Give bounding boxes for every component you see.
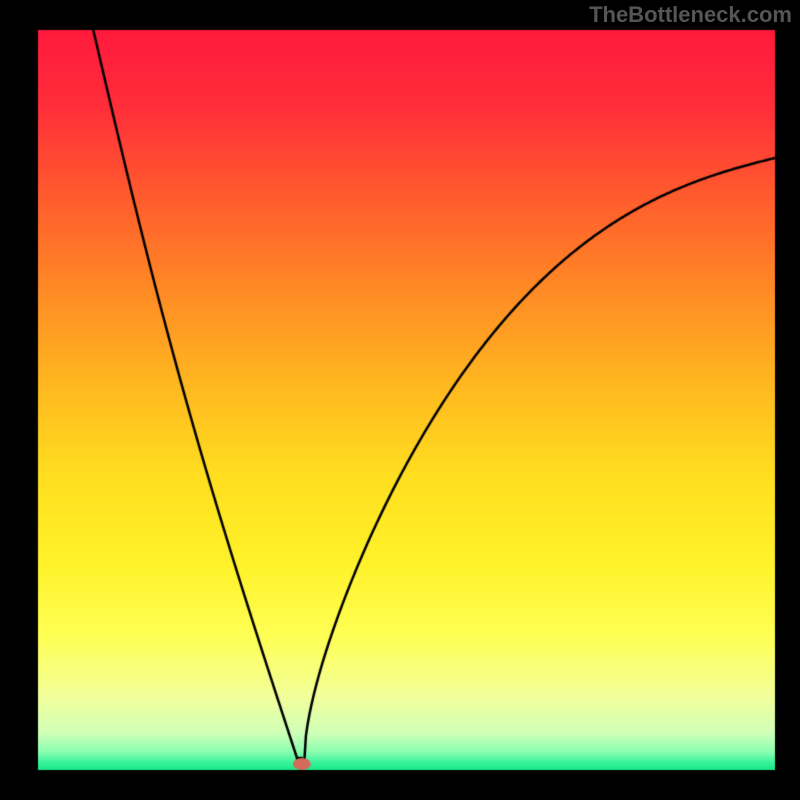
chart-stage: TheBottleneck.com	[0, 0, 800, 800]
gradient-chart-canvas	[0, 0, 800, 800]
watermark-text: TheBottleneck.com	[589, 2, 792, 28]
